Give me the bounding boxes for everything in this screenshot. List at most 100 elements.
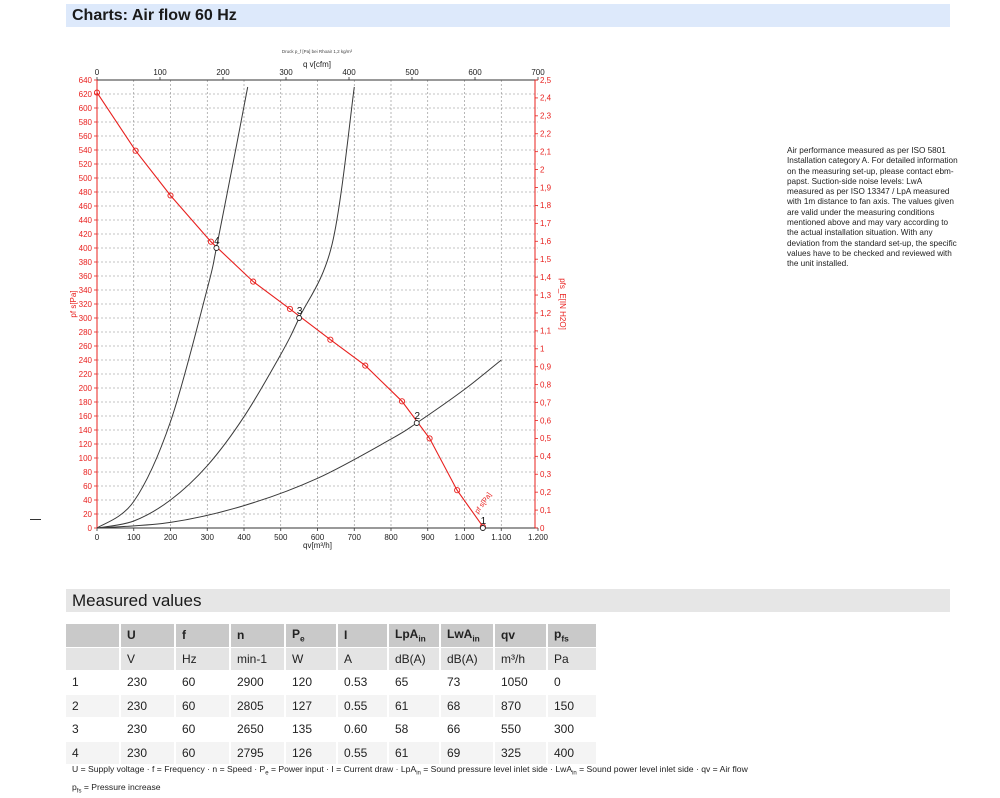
y2-tick-label: 1,5 [540,255,552,264]
table-row: 4 230 60 2795 126 0.55 61 69 325 400 [66,741,598,765]
x2-tick-label: 700 [531,68,545,77]
header-cell: I [338,624,389,648]
table-cell: 4 [66,741,121,765]
y2-tick-label: 0,8 [540,380,552,389]
table-cell: 65 [389,671,441,695]
chart-grid [97,80,538,528]
table-cell: 325 [495,741,548,765]
y2-tick-label: 0 [540,524,545,533]
table-cell: 60 [176,671,231,695]
table-cell: 58 [389,718,441,742]
y-tick-label: 540 [79,146,93,155]
table-cell: 0 [548,671,598,695]
table-cell: 230 [121,694,176,718]
table-cell: 68 [441,694,495,718]
y2-tick-label: 1,9 [540,183,552,192]
data-point [454,487,461,494]
y-tick-label: 580 [79,118,93,127]
x2-tick-label: 100 [153,68,167,77]
table-cell: 126 [286,741,338,765]
header-symbol: qv [501,628,516,643]
table-cell: 550 [495,718,548,742]
x2-tick-label: 500 [405,68,419,77]
series-line-3 [96,359,502,529]
header-subscript: in [472,633,480,644]
data-point [286,305,293,312]
y-tick-label: 220 [79,370,93,379]
table-cell: 230 [121,671,176,695]
y-tick-label: 160 [79,412,93,421]
y2-tick-label: 0,2 [540,488,552,497]
y-tick-label: 280 [79,328,93,337]
table-cell: 0.55 [338,741,389,765]
data-point [93,89,101,96]
operating-point-4 [213,245,220,251]
header-symbol: f [182,628,186,643]
y-tick-label: 20 [83,510,92,519]
table-cell: 60 [176,741,231,765]
y2-tick-label: 0,6 [540,416,552,425]
y-tick-label: 120 [79,440,93,449]
y-tick-label: 260 [79,342,93,351]
x-tick-label: 500 [274,533,288,542]
abbreviation-legend: U = Supply voltage · f = Frequency · n =… [72,763,748,798]
y2-tick-label: 1,8 [540,201,552,210]
table-cell: 150 [548,694,598,718]
table-cell: 135 [286,718,338,742]
table-cell: 400 [548,741,598,765]
chart-labels: 0 100 200 300 400 500 600 700 800 900 1.000 1.100 1.… [69,49,567,550]
operating-point-label-1: 1 [481,516,487,527]
y-tick-label: 100 [79,454,93,463]
table-cell: 2 [66,694,121,718]
table-cell: 61 [389,741,441,765]
table-row: 3 230 60 2650 135 0.60 58 66 550 300 [66,718,598,742]
header-subscript: in [418,633,426,644]
series-line-2 [96,86,355,529]
data-point [167,192,174,199]
y2-tick-label: 0,3 [540,470,552,479]
unit-cell: min-1 [231,647,286,671]
table-cell: 230 [121,718,176,742]
table-cell: 2900 [231,671,286,695]
table-cell: 300 [548,718,598,742]
y2-tick-label: 1,4 [540,273,552,282]
header-cell: qv [495,624,548,648]
y2-tick-label: 0,1 [540,506,552,515]
y2-tick-label: 0,5 [540,434,552,443]
chart-title: Druck p_f [Pa] bei Rhoair 1,2 kg/m³ [282,49,353,54]
chart-curves [96,86,502,529]
y-tick-label: 460 [79,202,93,211]
table-cell: 1050 [495,671,548,695]
x2-tick-label: 600 [468,68,482,77]
table-cell: 66 [441,718,495,742]
series-line-1 [96,86,249,529]
y2-tick-label: 2,3 [540,112,552,121]
y2-tick-label: 2 [540,165,545,174]
y-tick-label: 340 [79,286,93,295]
y-tick-label: 440 [79,216,93,225]
curve-label: pf s[Pa] [474,492,493,516]
y2-tick-label: 1,6 [540,237,552,246]
y-tick-label: 0 [88,524,93,533]
y2-tick-label: 1,7 [540,219,552,228]
x-tick-label: 600 [311,533,325,542]
unit-cell: V [121,647,176,671]
y-tick-label: 400 [79,244,93,253]
y2-tick-label: 2,1 [540,147,552,156]
operating-point-1 [479,525,486,531]
x2-tick-label: 0 [95,68,100,77]
legend-text: = Power input · I = Current draw · LpA [268,764,417,774]
x-axis-label: qv[m³/h] [303,541,332,550]
table-row: 1 230 60 2900 120 0.53 65 73 1050 0 [66,671,598,695]
x2-axis-label: q v[cfm] [303,60,331,69]
y2-tick-label: 0,9 [540,363,552,372]
operating-point-label-3: 3 [297,306,303,317]
y-tick-label: 480 [79,188,93,197]
table-cell: 69 [441,741,495,765]
airflow-chart: 0 100 200 300 400 500 600 700 800 900 1.000 1.100 1.… [69,49,567,550]
header-subscript: fs [561,633,569,644]
y2-tick-label: 1 [540,345,545,354]
y-tick-label: 620 [79,90,93,99]
table-cell: 0.55 [338,694,389,718]
data-point [250,278,257,285]
